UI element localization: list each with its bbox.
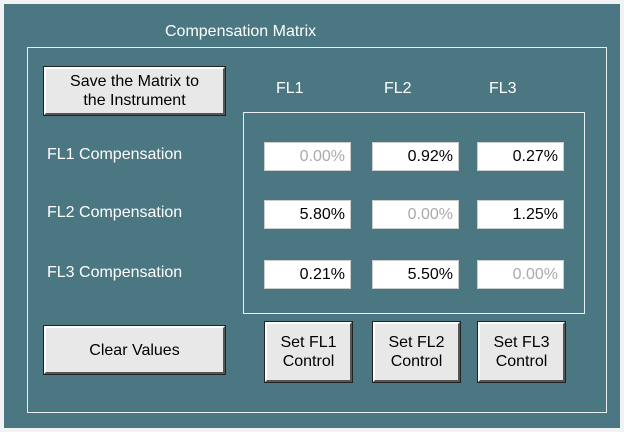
column-header: FL1 [276, 80, 304, 97]
set-button[interactable]: Set FL3 Control [477, 321, 566, 383]
save-button[interactable]: Save the Matrix to the Instrument [43, 66, 226, 116]
group-title: Compensation Matrix [165, 23, 317, 40]
matrix-cell: 0.00% [372, 200, 459, 229]
row-label: FL2 Compensation [47, 204, 183, 221]
column-header: FL3 [489, 80, 517, 97]
set-button[interactable]: Set FL2 Control [372, 321, 461, 383]
column-header: FL2 [384, 80, 412, 97]
row-label: FL3 Compensation [47, 264, 183, 281]
matrix-cell: 0.00% [264, 142, 351, 171]
matrix-cell[interactable]: 0.21% [264, 260, 351, 289]
window: Compensation Matrix Save the Matrix to t… [4, 4, 620, 428]
save-line: Save the Matrix to [70, 73, 199, 90]
set-button-line: Control [495, 353, 548, 370]
set-button-line: Control [390, 353, 443, 370]
set-button-line: Set FL1 [280, 334, 337, 351]
group-frame [27, 47, 607, 413]
matrix-cell[interactable]: 0.27% [477, 142, 564, 171]
set-button[interactable]: Set FL1 Control [264, 321, 353, 383]
matrix-cell: 0.00% [477, 260, 564, 289]
matrix-cell[interactable]: 5.50% [372, 260, 459, 289]
clear-button[interactable]: Clear Values [43, 325, 226, 375]
matrix-cell[interactable]: 5.80% [264, 200, 351, 229]
row-label: FL1 Compensation [47, 146, 183, 163]
set-button-line: Control [282, 353, 335, 370]
matrix-cell[interactable]: 1.25% [477, 200, 564, 229]
set-button-line: Set FL3 [493, 334, 550, 351]
save-line: the Instrument [83, 92, 186, 109]
set-button-line: Set FL2 [388, 334, 445, 351]
matrix-frame [243, 112, 585, 314]
matrix-cell[interactable]: 0.92% [372, 142, 459, 171]
